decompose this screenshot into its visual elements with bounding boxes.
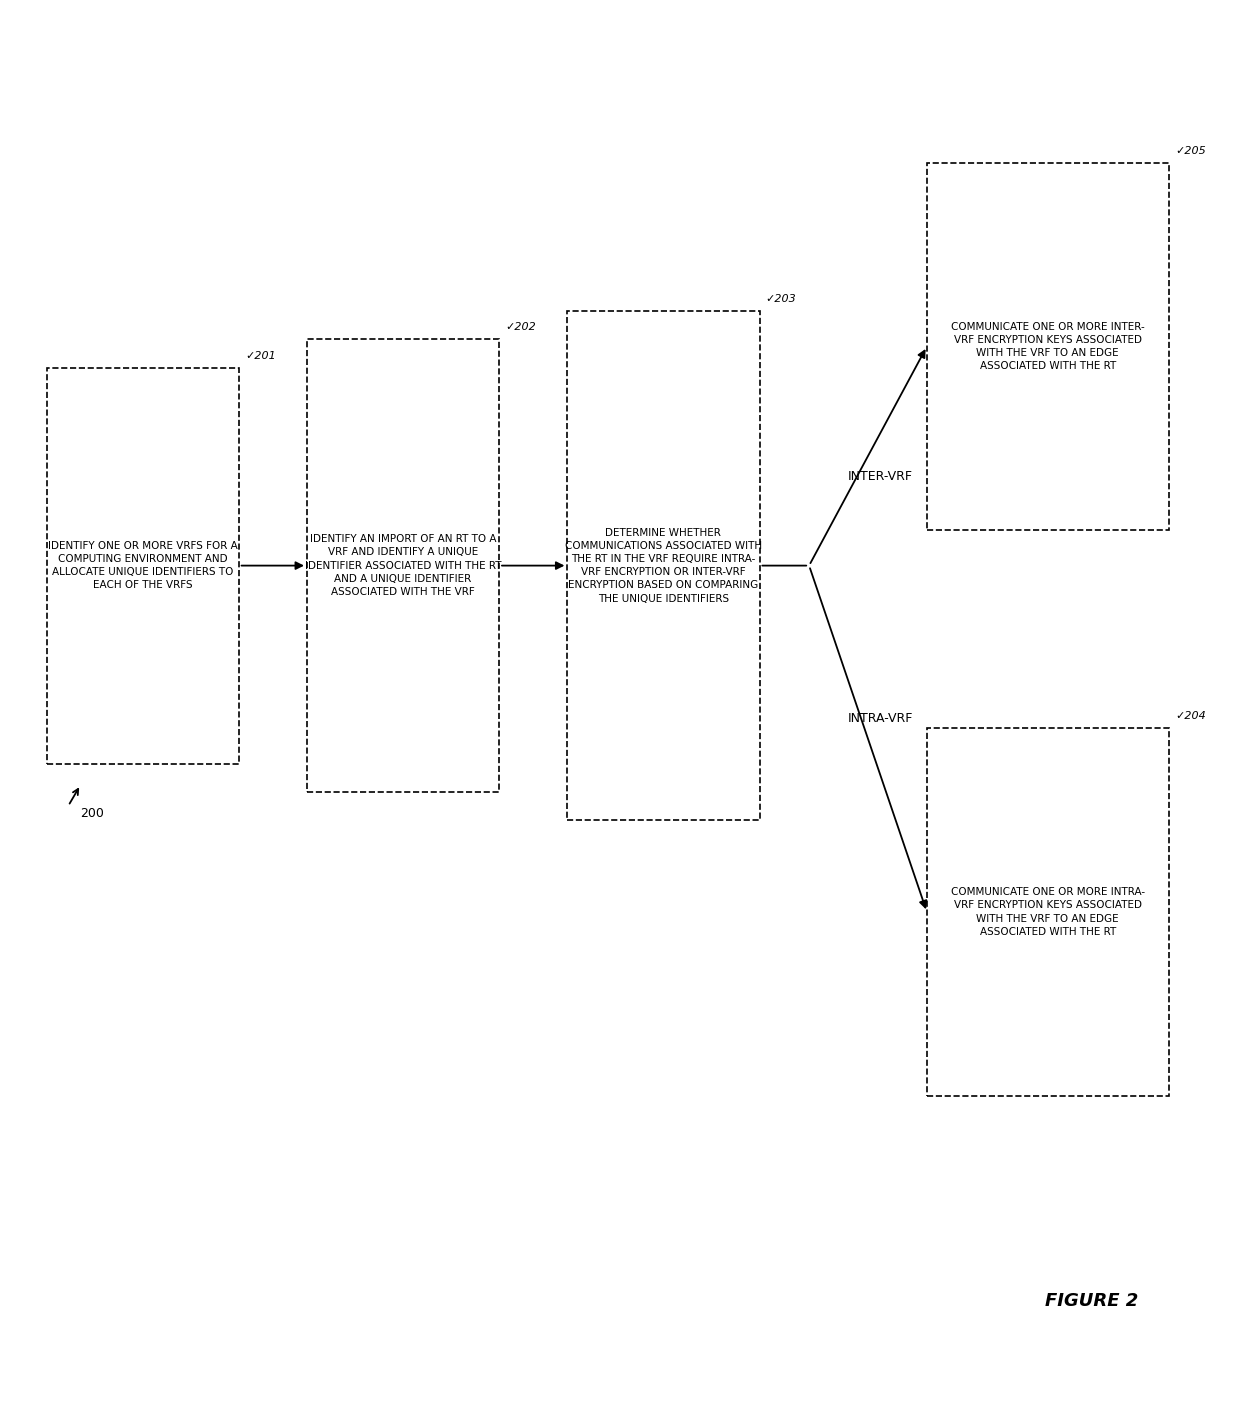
Text: COMMUNICATE ONE OR MORE INTER-
VRF ENCRYPTION KEYS ASSOCIATED
WITH THE VRF TO AN: COMMUNICATE ONE OR MORE INTER- VRF ENCRY… (951, 321, 1145, 372)
Text: ✓205: ✓205 (1174, 146, 1205, 156)
Text: ✓204: ✓204 (1174, 711, 1205, 721)
Text: ✓203: ✓203 (766, 294, 796, 304)
Bar (926, 163, 1168, 530)
Bar (306, 339, 498, 792)
Text: COMMUNICATE ONE OR MORE INTRA-
VRF ENCRYPTION KEYS ASSOCIATED
WITH THE VRF TO AN: COMMUNICATE ONE OR MORE INTRA- VRF ENCRY… (951, 887, 1145, 937)
Text: FIGURE 2: FIGURE 2 (1044, 1292, 1138, 1309)
Bar (568, 311, 759, 820)
Bar (47, 368, 238, 764)
Text: 200: 200 (81, 806, 104, 820)
Text: INTER-VRF: INTER-VRF (848, 469, 913, 484)
Text: ✓202: ✓202 (506, 322, 536, 332)
Text: INTRA-VRF: INTRA-VRF (848, 711, 913, 724)
Bar (926, 728, 1168, 1096)
Text: ✓201: ✓201 (246, 351, 275, 361)
Text: IDENTIFY AN IMPORT OF AN RT TO A
VRF AND IDENTIFY A UNIQUE
IDENTIFIER ASSOCIATED: IDENTIFY AN IMPORT OF AN RT TO A VRF AND… (305, 534, 501, 597)
Text: DETERMINE WHETHER
COMMUNICATIONS ASSOCIATED WITH
THE RT IN THE VRF REQUIRE INTRA: DETERMINE WHETHER COMMUNICATIONS ASSOCIA… (565, 527, 761, 604)
Text: IDENTIFY ONE OR MORE VRFS FOR A
COMPUTING ENVIRONMENT AND
ALLOCATE UNIQUE IDENTI: IDENTIFY ONE OR MORE VRFS FOR A COMPUTIN… (47, 540, 238, 591)
